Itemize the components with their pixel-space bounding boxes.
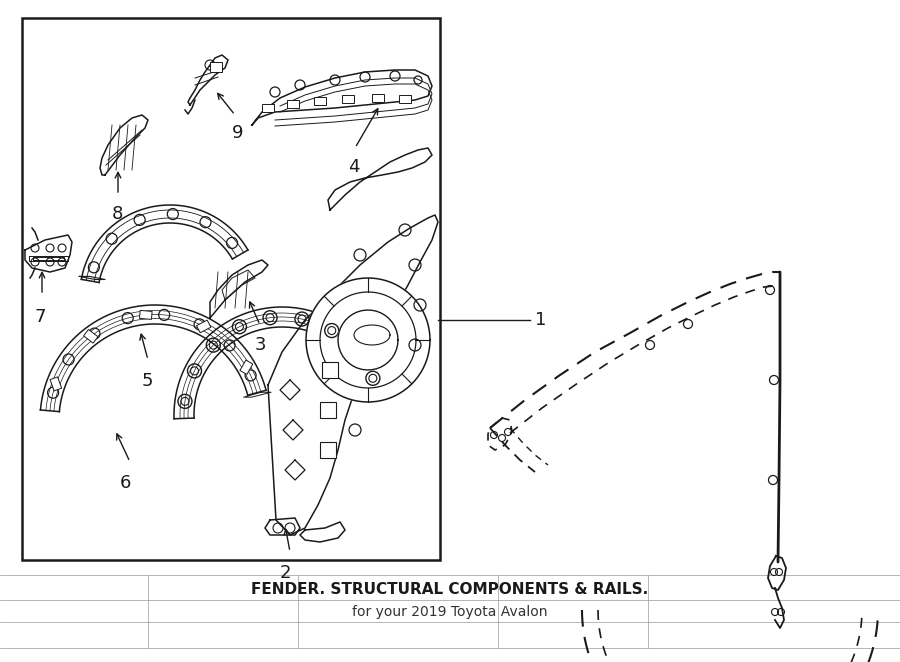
Bar (399, 95, 411, 103)
Text: 9: 9 (232, 124, 244, 142)
Text: FENDER. STRUCTURAL COMPONENTS & RAILS.: FENDER. STRUCTURAL COMPONENTS & RAILS. (251, 583, 649, 598)
Bar (22, 18, 440, 560)
Text: 7: 7 (35, 308, 47, 326)
Polygon shape (81, 205, 248, 283)
Bar (314, 97, 326, 105)
Polygon shape (338, 310, 398, 370)
Polygon shape (265, 518, 300, 535)
Polygon shape (188, 55, 228, 105)
Bar (320, 402, 336, 418)
Text: for your 2019 Toyota Avalon: for your 2019 Toyota Avalon (352, 605, 548, 619)
Polygon shape (244, 393, 271, 397)
Bar (140, 310, 152, 319)
Polygon shape (100, 115, 148, 175)
Text: 6: 6 (120, 474, 131, 492)
Text: 1: 1 (535, 311, 546, 329)
Text: 2: 2 (280, 564, 292, 582)
Bar (372, 94, 384, 102)
Bar (210, 62, 222, 72)
Bar (322, 362, 338, 378)
Text: 4: 4 (348, 158, 359, 176)
Text: 3: 3 (255, 336, 266, 354)
Polygon shape (328, 148, 432, 210)
Bar (240, 360, 253, 375)
Polygon shape (174, 307, 388, 419)
Text: 5: 5 (142, 372, 154, 390)
Bar (196, 320, 211, 333)
Polygon shape (252, 70, 432, 125)
Bar (50, 377, 62, 391)
Bar (262, 104, 274, 112)
Polygon shape (210, 260, 268, 318)
Bar (287, 100, 299, 108)
Polygon shape (40, 305, 266, 412)
Bar (84, 330, 98, 343)
Polygon shape (306, 278, 430, 402)
Bar (320, 442, 336, 458)
Polygon shape (268, 215, 438, 535)
Text: 8: 8 (112, 205, 123, 223)
Bar (22, 18, 440, 560)
Polygon shape (300, 522, 345, 542)
Bar (342, 95, 354, 103)
Polygon shape (25, 235, 72, 272)
